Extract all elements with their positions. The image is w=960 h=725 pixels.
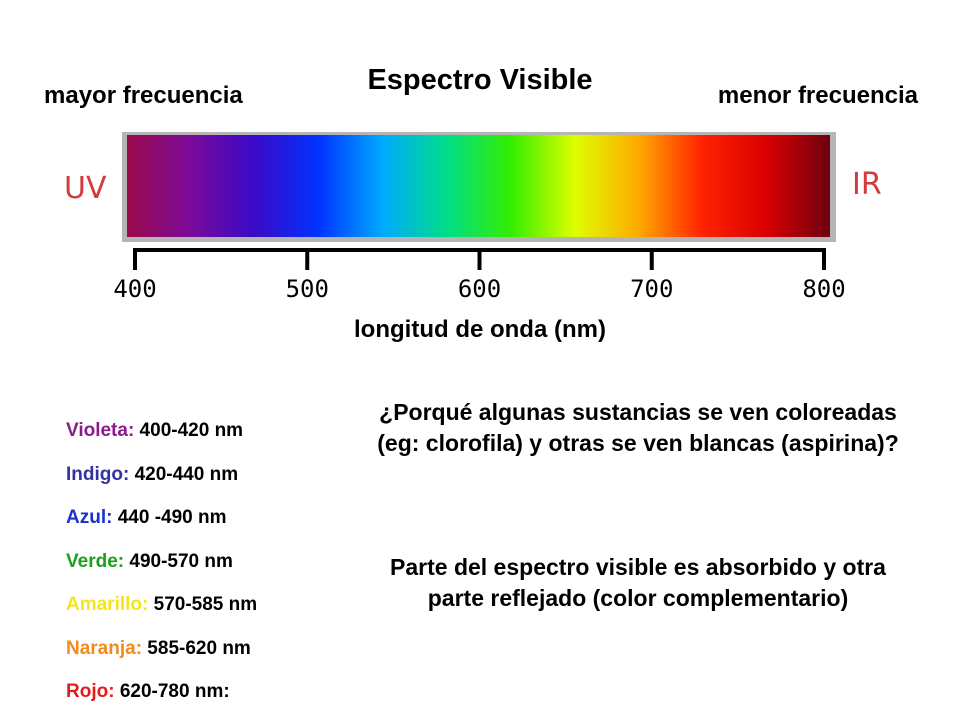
color-range-name: Verde:: [66, 550, 125, 572]
wavelength-axis: 400 500 600 700 800: [113, 248, 846, 303]
wavelength-axis-label: longitud de onda (nm): [354, 316, 606, 343]
color-range-name: Azul:: [66, 507, 113, 528]
axis-tick-label: 800: [802, 275, 845, 303]
page-title: Espectro Visible: [367, 64, 593, 96]
spectrum-bar: [127, 135, 830, 237]
color-range-item: Rojo: 620-780 nm:: [66, 681, 257, 725]
axis-tick-label: 700: [630, 275, 673, 303]
color-range-value: 440 -490 nm: [112, 507, 227, 528]
color-range-name: Violeta:: [66, 420, 135, 441]
color-range-value: 620-780 nm:: [114, 681, 230, 702]
color-range-item: Violeta: 400-420 nm: [66, 420, 257, 464]
axis-tick-label: 400: [113, 275, 156, 303]
color-range-name: Rojo:: [66, 681, 115, 702]
color-range-name: Amarillo:: [66, 594, 149, 615]
color-range-list: Violeta: 400-420 nm Indigo: 420-440 nm Azu…: [66, 420, 257, 725]
higher-frequency-label: mayor frecuencia: [44, 82, 243, 109]
uv-label: UV: [64, 171, 107, 206]
axis-tick-label: 500: [286, 275, 329, 303]
color-range-item: Indigo: 420-440 nm: [66, 464, 257, 508]
color-range-value: 490-570 nm: [124, 550, 233, 572]
axis-tick-label: 600: [458, 275, 501, 303]
color-range-item: Amarillo: 570-585 nm: [66, 594, 257, 638]
question-text: ¿Porqué algunas sustancias se ven colore…: [377, 399, 899, 456]
color-range-name: Naranja:: [66, 637, 143, 659]
spectrum-diagram: UV IR 400 500 600 700 800: [64, 132, 882, 303]
color-range-value: 570-585 nm: [148, 594, 258, 615]
lower-frequency-label: menor frecuencia: [717, 82, 918, 109]
color-range-item: Naranja: 585-620 nm: [66, 638, 257, 682]
color-range-value: 420-440 nm: [129, 463, 239, 485]
color-range-value: 400-420 nm: [134, 420, 244, 441]
color-range-value: 585-620 nm: [142, 637, 251, 659]
color-range-name: Indigo:: [66, 463, 130, 485]
answer-text: Parte del espectro visible es absorbido …: [390, 554, 886, 611]
color-range-item: Verde: 490-570 nm: [66, 551, 257, 595]
color-range-item: Azul: 440 -490 nm: [66, 507, 257, 551]
ir-label: IR: [852, 167, 882, 202]
